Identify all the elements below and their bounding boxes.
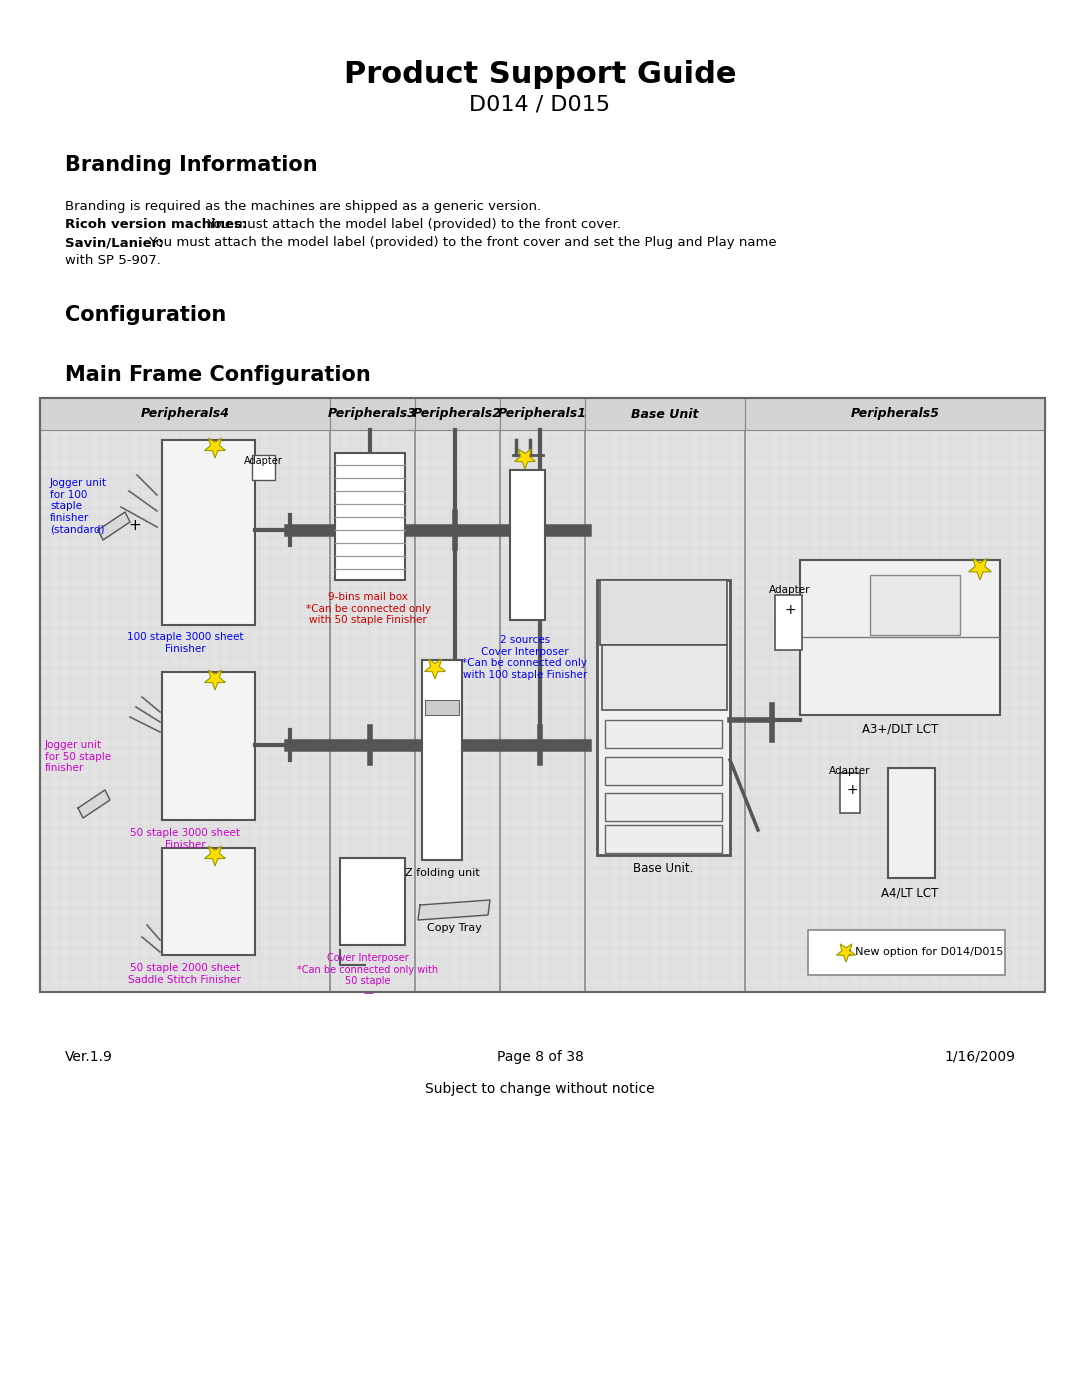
Bar [745, 398, 1045, 430]
Text: Adapter: Adapter [769, 585, 811, 595]
Bar [510, 469, 545, 620]
Text: Configuration: Configuration [65, 305, 226, 326]
Text: Page 8 of 38: Page 8 of 38 [497, 1051, 583, 1065]
Bar [605, 757, 723, 785]
Text: 50 staple 3000 sheet
Finisher: 50 staple 3000 sheet Finisher [130, 828, 240, 849]
Text: Z folding unit: Z folding unit [405, 868, 480, 877]
Bar [605, 719, 723, 747]
Text: You must attach the model label (provided) to the front cover and set the Plug a: You must attach the model label (provide… [145, 236, 777, 249]
Bar [888, 768, 935, 877]
Text: Adapter: Adapter [244, 455, 282, 467]
Bar [422, 659, 462, 861]
Bar [605, 793, 723, 821]
Text: Jogger unit
for 50 staple
finisher: Jogger unit for 50 staple finisher [45, 740, 111, 773]
Polygon shape [78, 789, 110, 819]
Bar [500, 398, 585, 430]
Text: Main Frame Configuration: Main Frame Configuration [65, 365, 370, 386]
Polygon shape [837, 944, 855, 963]
Polygon shape [418, 900, 490, 921]
Bar [597, 580, 730, 855]
Text: Cover Interposer
*Can be connected only with
50 staple
—: Cover Interposer *Can be connected only … [297, 953, 438, 997]
Bar [162, 848, 255, 956]
Text: Base Unit.: Base Unit. [633, 862, 693, 875]
Polygon shape [204, 439, 226, 458]
Text: 1/16/2009: 1/16/2009 [944, 1051, 1015, 1065]
Bar [252, 455, 275, 481]
Text: Jogger unit
for 100
staple
finisher
(standard): Jogger unit for 100 staple finisher (sta… [50, 478, 107, 535]
Text: with SP 5-907.: with SP 5-907. [65, 254, 161, 267]
Text: A3+/DLT LCT: A3+/DLT LCT [862, 724, 939, 736]
Text: Peripherals5: Peripherals5 [851, 408, 940, 420]
Bar [330, 398, 415, 430]
Bar [340, 858, 405, 944]
Text: You must attach the model label (provided) to the front cover.: You must attach the model label (provide… [203, 218, 621, 231]
Polygon shape [424, 659, 445, 679]
Text: Base Unit: Base Unit [631, 408, 699, 420]
Bar [808, 930, 1005, 975]
Polygon shape [204, 671, 226, 690]
Bar [415, 398, 500, 430]
Text: 100 staple 3000 sheet
Finisher: 100 staple 3000 sheet Finisher [126, 631, 243, 654]
Polygon shape [514, 448, 536, 469]
Text: Adapter: Adapter [829, 766, 870, 775]
Text: Product Support Guide: Product Support Guide [343, 60, 737, 89]
Bar [335, 453, 405, 580]
Bar [40, 398, 1045, 992]
Polygon shape [98, 511, 130, 541]
Text: A4/LT LCT: A4/LT LCT [881, 886, 939, 900]
Bar [40, 398, 1045, 992]
Bar [426, 700, 459, 715]
Bar [840, 773, 860, 813]
Bar [800, 560, 1000, 715]
Text: Ricoh version machines:: Ricoh version machines: [65, 218, 247, 231]
Bar [40, 398, 330, 430]
Bar [775, 595, 802, 650]
Bar [605, 826, 723, 854]
Text: +: + [129, 517, 141, 532]
Bar [870, 576, 960, 636]
Text: : New option for D014/D015: : New option for D014/D015 [848, 947, 1003, 957]
Text: Copy Tray: Copy Tray [427, 923, 482, 933]
Text: Peripherals1: Peripherals1 [498, 408, 588, 420]
Text: Subject to change without notice: Subject to change without notice [426, 1083, 654, 1097]
Text: 50 staple 2000 sheet
Saddle Stitch Finisher: 50 staple 2000 sheet Saddle Stitch Finis… [129, 963, 242, 985]
Text: 9-bins mail box
*Can be connected only
with 50 staple Finisher: 9-bins mail box *Can be connected only w… [306, 592, 431, 626]
Text: Peripherals4: Peripherals4 [140, 408, 229, 420]
Text: 2 sources
Cover Interposer
*Can be connected only
with 100 staple Finisher: 2 sources Cover Interposer *Can be conne… [462, 636, 588, 680]
Bar [585, 398, 745, 430]
Text: +: + [847, 782, 858, 798]
Bar [600, 580, 727, 645]
Text: Branding Information: Branding Information [65, 155, 318, 175]
Text: Savin/Lanier:: Savin/Lanier: [65, 236, 164, 249]
Text: D014 / D015: D014 / D015 [470, 95, 610, 115]
Polygon shape [969, 559, 991, 580]
Polygon shape [204, 847, 226, 866]
Text: Peripherals3: Peripherals3 [328, 408, 417, 420]
Text: Peripherals2: Peripherals2 [413, 408, 502, 420]
Bar [162, 672, 255, 820]
Text: +: + [784, 604, 796, 617]
Text: Ver.1.9: Ver.1.9 [65, 1051, 113, 1065]
Bar [602, 645, 727, 710]
Text: Branding is required as the machines are shipped as a generic version.: Branding is required as the machines are… [65, 200, 541, 212]
Bar [162, 440, 255, 624]
